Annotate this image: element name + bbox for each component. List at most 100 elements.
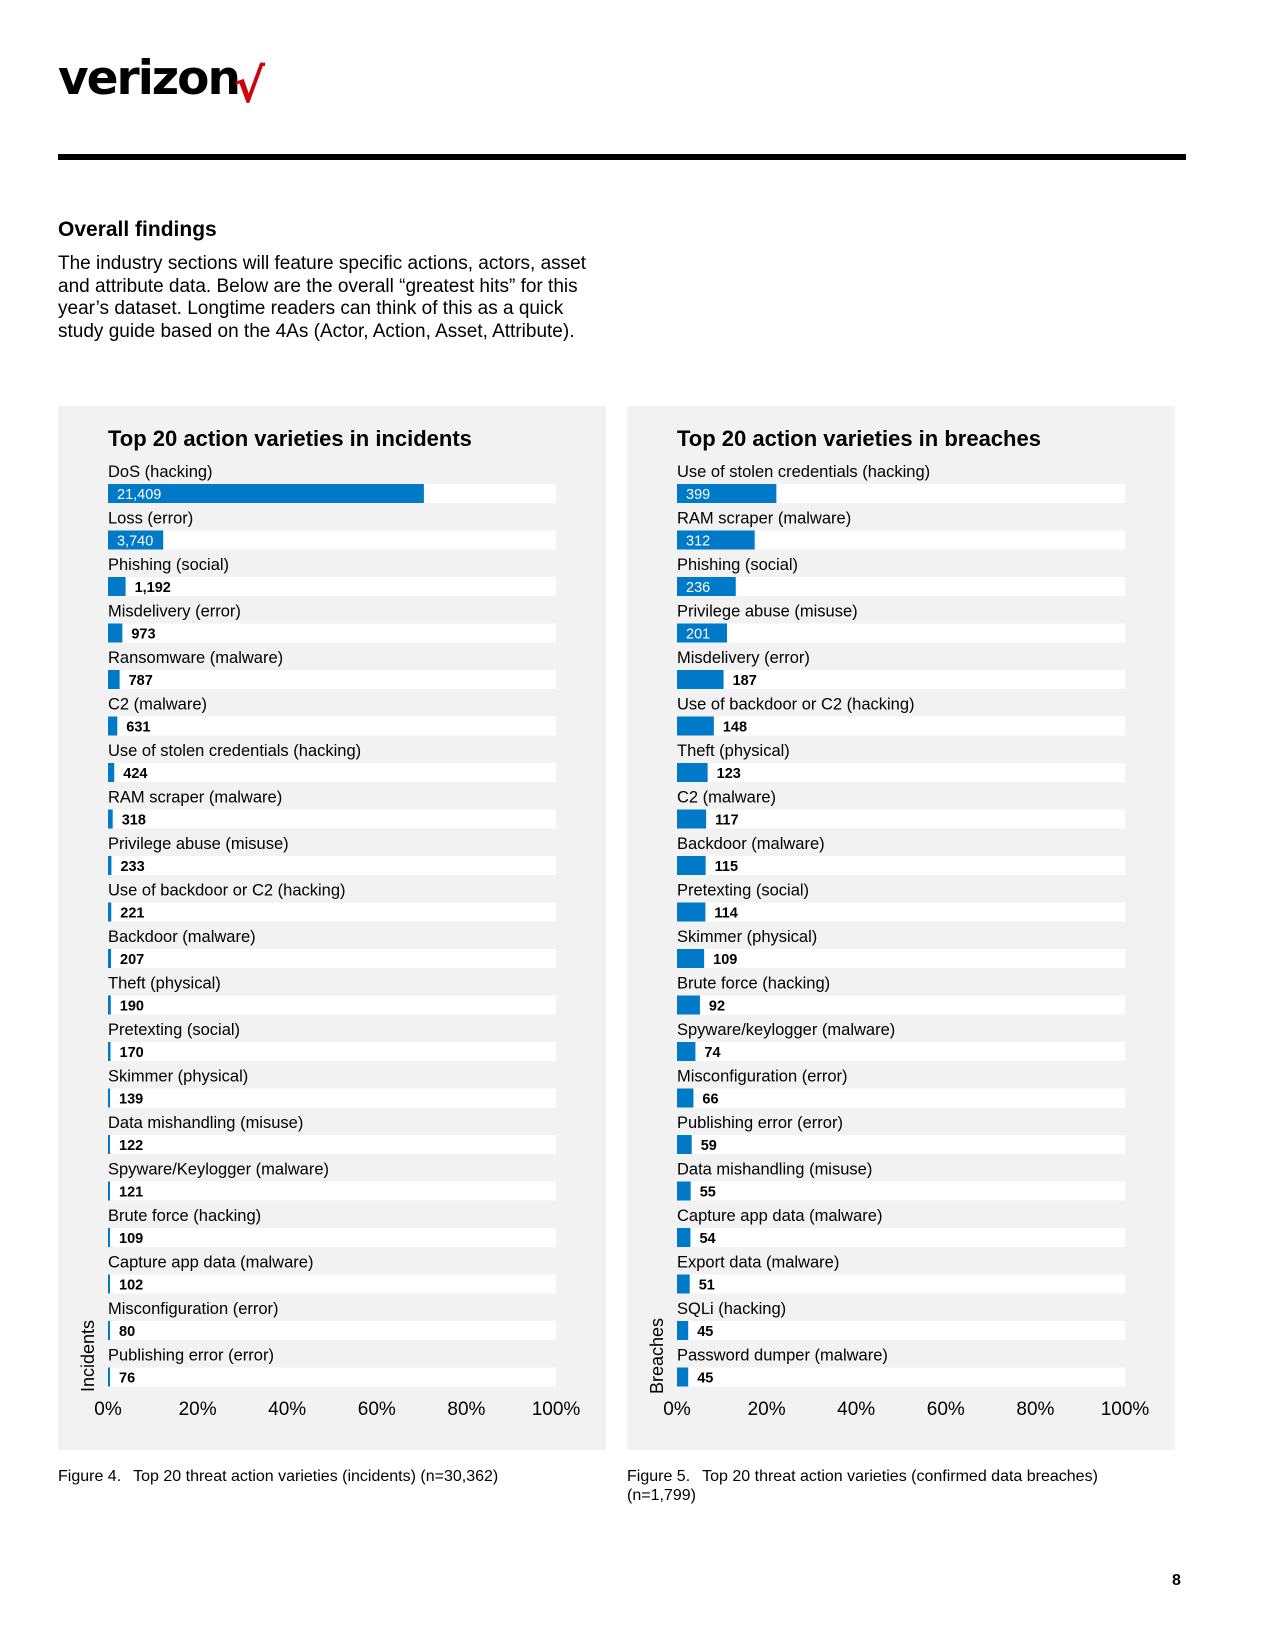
value-label: 122 [119, 1138, 143, 1154]
bar-track [677, 623, 1125, 643]
bar-track [677, 1181, 1125, 1201]
category-label: Use of backdoor or C2 (hacking) [677, 696, 915, 714]
value-label: 74 [704, 1045, 720, 1061]
header-rule [58, 154, 1186, 160]
value-label: 21,409 [117, 487, 161, 503]
category-label: Pretexting (social) [677, 882, 809, 900]
x-tick-label: 40% [837, 1399, 875, 1420]
bar [677, 995, 700, 1015]
bar [108, 995, 111, 1015]
bar [677, 530, 755, 550]
value-label: 115 [715, 859, 738, 875]
value-label: 109 [713, 952, 737, 968]
chart-title: Top 20 action varieties in incidents [108, 426, 472, 451]
value-label: 312 [686, 534, 710, 550]
bar-track [108, 1181, 556, 1201]
incidents-chart: Top 20 action varieties in incidents Inci… [78, 426, 581, 1420]
bar [677, 623, 728, 643]
bar [108, 949, 112, 968]
bar [108, 577, 126, 596]
bar [108, 1321, 110, 1340]
category-label: Brute force (hacking) [677, 975, 830, 993]
category-label: DoS (hacking) [108, 463, 213, 481]
bar [677, 1274, 690, 1294]
value-label: 399 [686, 487, 710, 503]
bar-track [108, 809, 556, 829]
bar-track [108, 670, 556, 689]
bar-track [677, 1367, 1125, 1387]
x-tick-label: 100% [532, 1399, 581, 1420]
bar-track [108, 1228, 556, 1247]
bar-track [108, 1042, 556, 1061]
bar-track [677, 809, 1125, 829]
category-label: Capture app data (malware) [108, 1254, 313, 1272]
figure-5-number: Figure 5. [627, 1468, 691, 1485]
bar [677, 670, 724, 689]
category-label: Misdelivery (error) [677, 649, 810, 667]
bar-track [677, 1135, 1125, 1154]
figure-4-text: Top 20 threat action varieties (incident… [133, 1468, 499, 1485]
figure-4-number: Figure 4. [58, 1468, 122, 1485]
bar [108, 1042, 111, 1061]
bar [108, 716, 118, 736]
bar-track [108, 995, 556, 1015]
checkmark-icon: √ [233, 59, 265, 114]
bar-track [108, 1274, 556, 1294]
value-label: 1,192 [135, 580, 171, 596]
category-label: Password dumper (malware) [677, 1347, 888, 1365]
x-tick-label: 20% [748, 1399, 786, 1420]
value-label: 207 [120, 952, 144, 968]
bar-track [108, 1367, 556, 1387]
value-label: 973 [131, 627, 155, 643]
category-label: RAM scraper (malware) [677, 510, 851, 528]
breaches-chart: Top 20 action varieties in breaches Breac… [647, 426, 1149, 1420]
bar [108, 902, 112, 922]
bar [108, 1135, 110, 1154]
value-label: 121 [119, 1185, 143, 1201]
category-label: Misconfiguration (error) [677, 1068, 848, 1086]
category-label: Export data (malware) [677, 1254, 839, 1272]
bar-track [677, 577, 1125, 596]
bar [108, 623, 123, 643]
figure-4-caption: Figure 4. Top 20 threat action varieties … [58, 1467, 598, 1486]
x-tick-label: 20% [179, 1399, 217, 1420]
incidents-chart-panel: Top 20 action varieties in incidents Inci… [58, 406, 606, 1450]
section-title: Overall findings [58, 218, 217, 241]
x-tick-label: 80% [447, 1399, 485, 1420]
bar-track [108, 623, 556, 643]
category-label: Pretexting (social) [108, 1021, 240, 1039]
chart-title: Top 20 action varieties in breaches [677, 426, 1041, 451]
bar [677, 763, 708, 782]
verizon-logo: verizon √ [58, 55, 265, 110]
bar-track [677, 530, 1125, 550]
bar [108, 1088, 111, 1108]
bar-track [677, 716, 1125, 736]
bar-track [108, 1135, 556, 1154]
bar [108, 484, 424, 503]
category-label: Theft (physical) [677, 742, 790, 760]
bar-track [108, 949, 556, 968]
category-label: Brute force (hacking) [108, 1207, 261, 1225]
category-label: Spyware/Keylogger (malware) [108, 1161, 329, 1179]
bar [677, 484, 777, 503]
category-label: Misconfiguration (error) [108, 1300, 279, 1318]
bar [108, 856, 112, 875]
category-label: Data mishandling (misuse) [677, 1161, 872, 1179]
bar [677, 856, 706, 875]
value-label: 139 [119, 1092, 143, 1108]
bar-track [108, 530, 556, 550]
value-label: 102 [119, 1278, 143, 1294]
bar [108, 670, 120, 689]
category-label: Publishing error (error) [108, 1347, 274, 1365]
value-label: 55 [700, 1185, 716, 1201]
category-label: Spyware/keylogger (malware) [677, 1021, 895, 1039]
value-label: 424 [123, 766, 147, 782]
bar-track [677, 484, 1125, 503]
value-label: 187 [733, 673, 757, 689]
value-label: 631 [126, 720, 150, 736]
x-tick-label: 40% [268, 1399, 306, 1420]
bar [677, 1228, 691, 1247]
category-label: Use of stolen credentials (hacking) [108, 742, 361, 760]
category-label: Use of stolen credentials (hacking) [677, 463, 930, 481]
bar [108, 1274, 110, 1294]
